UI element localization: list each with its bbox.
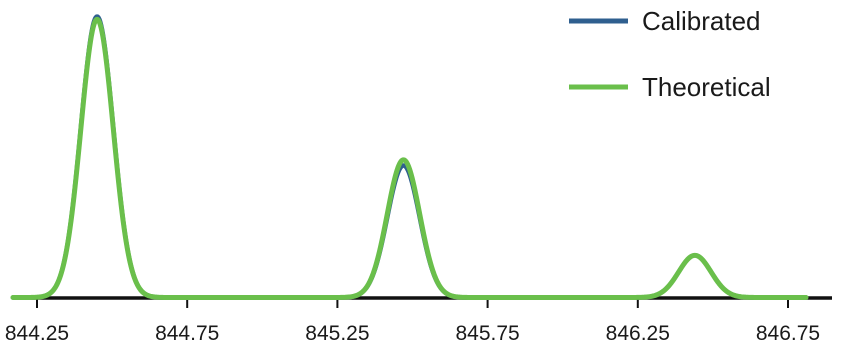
x-tick-label: 845.75 <box>455 322 519 345</box>
x-tick-label: 845.25 <box>305 322 369 345</box>
legend-label-calibrated: Calibrated <box>642 6 761 36</box>
x-tick-label: 844.25 <box>5 322 69 345</box>
legend-label-theoretical: Theoretical <box>642 72 771 102</box>
x-axis-ticks: 844.25 844.75 845.25 845.75 846.25 846.75 <box>5 298 820 345</box>
x-tick-label: 846.75 <box>756 322 820 345</box>
x-tick-label: 844.75 <box>155 322 219 345</box>
series-lines <box>10 14 809 300</box>
series-line-theoretical <box>10 16 809 300</box>
x-tick-label: 846.25 <box>606 322 670 345</box>
legend: Calibrated Theoretical <box>569 6 771 102</box>
series-line-calibrated <box>10 14 809 300</box>
